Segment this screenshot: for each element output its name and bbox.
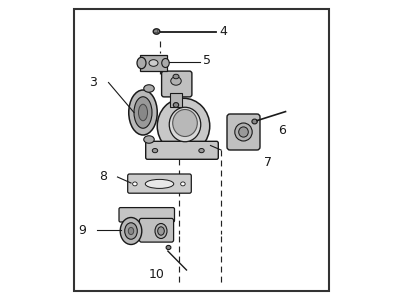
Text: 10: 10 bbox=[148, 268, 164, 281]
Ellipse shape bbox=[252, 119, 257, 124]
FancyBboxPatch shape bbox=[227, 114, 260, 150]
Ellipse shape bbox=[181, 182, 185, 186]
Ellipse shape bbox=[173, 110, 197, 136]
FancyBboxPatch shape bbox=[139, 218, 174, 242]
Ellipse shape bbox=[125, 223, 137, 239]
Ellipse shape bbox=[199, 148, 204, 153]
Ellipse shape bbox=[128, 227, 134, 235]
Bar bbox=[170, 93, 182, 106]
FancyBboxPatch shape bbox=[119, 208, 174, 222]
FancyBboxPatch shape bbox=[146, 141, 218, 159]
Ellipse shape bbox=[158, 227, 164, 235]
Ellipse shape bbox=[144, 85, 154, 92]
Ellipse shape bbox=[149, 60, 158, 66]
Ellipse shape bbox=[145, 179, 174, 188]
Text: 5: 5 bbox=[203, 53, 211, 67]
Ellipse shape bbox=[169, 107, 201, 142]
Bar bbox=[74, 9, 329, 291]
Ellipse shape bbox=[239, 127, 248, 137]
Ellipse shape bbox=[152, 148, 158, 153]
Text: 8: 8 bbox=[99, 170, 107, 184]
Text: 6: 6 bbox=[279, 124, 286, 137]
Text: 4: 4 bbox=[220, 25, 227, 38]
Ellipse shape bbox=[120, 218, 142, 244]
Ellipse shape bbox=[171, 77, 181, 85]
Ellipse shape bbox=[157, 98, 210, 154]
FancyBboxPatch shape bbox=[128, 174, 191, 193]
Ellipse shape bbox=[162, 58, 169, 68]
Text: 7: 7 bbox=[264, 155, 272, 169]
Ellipse shape bbox=[173, 103, 179, 107]
Ellipse shape bbox=[144, 136, 154, 143]
Ellipse shape bbox=[134, 97, 152, 128]
Ellipse shape bbox=[153, 29, 160, 34]
Ellipse shape bbox=[137, 57, 146, 69]
Ellipse shape bbox=[166, 245, 171, 250]
Polygon shape bbox=[140, 56, 167, 70]
Text: 3: 3 bbox=[89, 76, 96, 89]
FancyBboxPatch shape bbox=[162, 71, 192, 97]
Ellipse shape bbox=[155, 224, 167, 238]
Ellipse shape bbox=[235, 123, 252, 141]
Ellipse shape bbox=[129, 90, 157, 135]
Text: 9: 9 bbox=[78, 224, 86, 237]
Ellipse shape bbox=[173, 74, 179, 79]
Ellipse shape bbox=[133, 182, 137, 186]
Ellipse shape bbox=[138, 104, 148, 121]
